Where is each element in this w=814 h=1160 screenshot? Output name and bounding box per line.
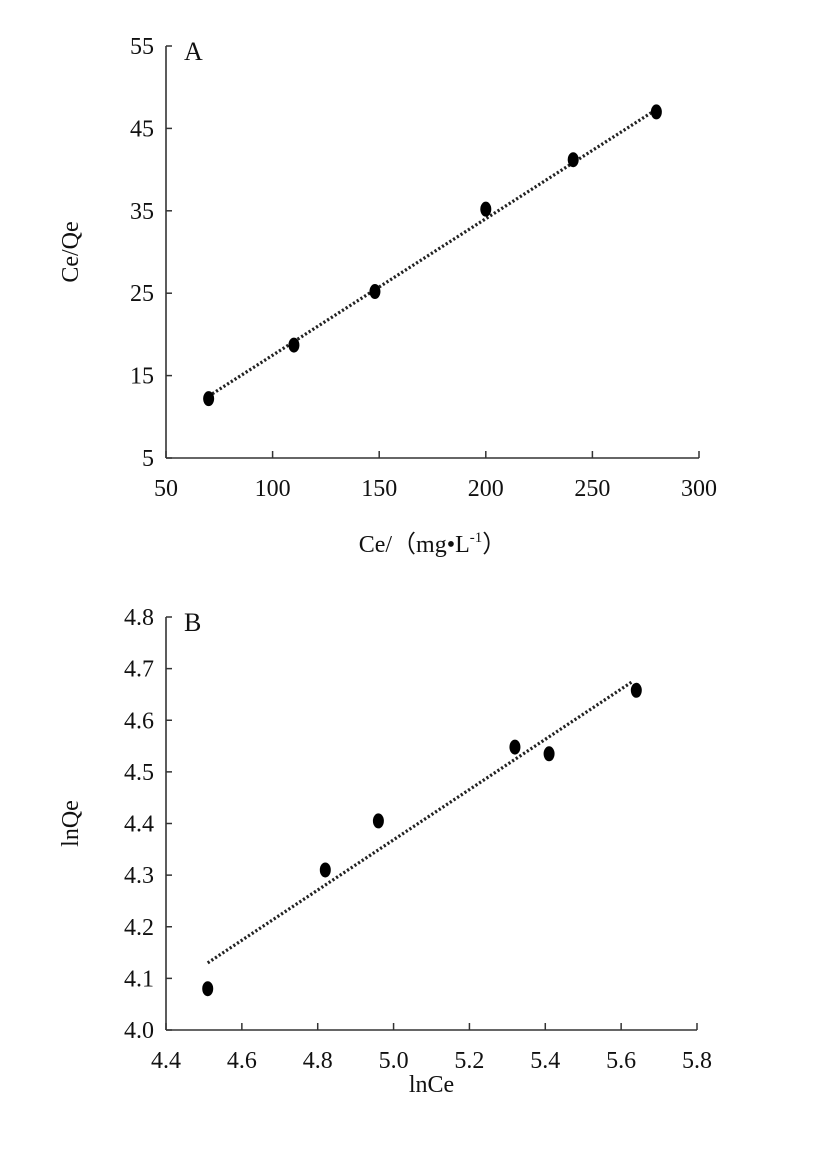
x-tick-label: 5.4 (530, 1048, 560, 1074)
y-tick-label: 4.4 (124, 812, 154, 838)
y-tick-label: 4.0 (124, 1018, 154, 1044)
data-point (319, 862, 331, 878)
x-tick-label: 150 (361, 476, 397, 502)
x-axis-label: lnCe (409, 1072, 454, 1098)
x-tick-label: 4.8 (303, 1048, 333, 1074)
data-point (509, 739, 521, 755)
x-tick-label: 200 (468, 476, 504, 502)
data-point (372, 813, 384, 829)
x-tick-label: 100 (255, 476, 291, 502)
y-tick-label: 4.6 (124, 708, 154, 734)
y-tick-label: 4.3 (124, 863, 154, 889)
y-tick-label: 55 (130, 34, 154, 60)
y-axis-label: lnQe (58, 800, 84, 847)
panel-label: B (184, 608, 201, 637)
x-axis-label-main: Ce/（mg•L (359, 532, 470, 558)
trendline (206, 680, 634, 965)
x-tick-label: 5.0 (379, 1048, 409, 1074)
data-point (567, 152, 579, 168)
x-axis-label: Ce/（mg•L-1） (359, 530, 507, 558)
chart-panel-B: 4.0 4.1 4.2 4.3 4.4 4.5 4.6 4.7 4.8 4.4 4.6 4.8 5.0 5… (58, 605, 712, 1098)
panel-label: A (184, 37, 203, 66)
data-point (202, 981, 214, 997)
y-axis-label: Ce/Qe (58, 221, 84, 282)
y-tick-label: 4.5 (124, 760, 154, 786)
y-tick-label: 25 (130, 281, 154, 307)
x-tick-label: 5.2 (454, 1048, 484, 1074)
data-point (650, 104, 662, 120)
y-tick-label: 45 (130, 116, 154, 142)
y-tick-label: 4.2 (124, 915, 154, 941)
data-point (630, 682, 642, 698)
x-tick-label: 4.4 (151, 1048, 181, 1074)
x-axis-label-main: lnCe (409, 1072, 454, 1098)
chart-panel-A: 5 15 25 35 45 55 50 100 150 200 250 300 A Ce/Qe Ce/（mg… (58, 34, 717, 558)
x-tick-label: 4.6 (227, 1048, 257, 1074)
x-axis-label-suffix: ） (482, 532, 506, 558)
x-tick-label: 300 (681, 476, 717, 502)
y-tick-label: 4.7 (124, 657, 154, 683)
data-point (369, 284, 381, 300)
x-axis-label-superscript: -1 (470, 530, 483, 546)
y-tick-label: 5 (142, 446, 154, 472)
x-tick-label: 250 (574, 476, 610, 502)
x-tick-label: 5.6 (606, 1048, 636, 1074)
y-tick-label: 35 (130, 199, 154, 225)
y-tick-label: 4.8 (124, 605, 154, 631)
data-point (480, 201, 492, 217)
x-tick-label: 5.8 (682, 1048, 712, 1074)
data-point (203, 391, 215, 407)
data-point (288, 337, 300, 353)
data-point (543, 746, 555, 762)
trendline (207, 108, 658, 398)
y-tick-label: 4.1 (124, 966, 154, 992)
y-tick-label: 15 (130, 364, 154, 390)
x-tick-label: 50 (154, 476, 178, 502)
